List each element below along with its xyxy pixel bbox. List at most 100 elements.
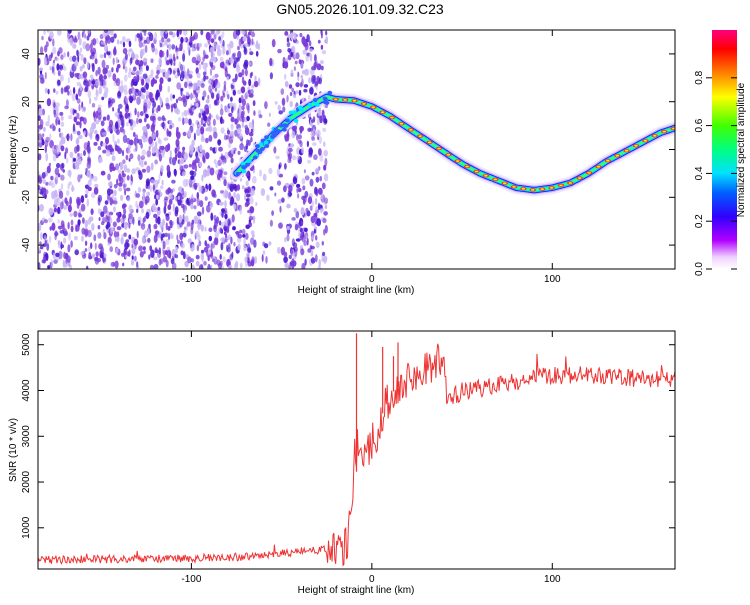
- noise-blob: [145, 77, 151, 84]
- noise-blob: [290, 143, 295, 148]
- noise-blob: [139, 251, 144, 258]
- noise-blob: [162, 233, 165, 238]
- noise-blob: [57, 225, 63, 230]
- colorbar-tick-label: 0.0: [694, 262, 705, 276]
- colorbar-label: Normalized spectral amplitude: [736, 82, 747, 217]
- noise-blob: [314, 254, 318, 263]
- noise-blob: [309, 205, 313, 211]
- noise-blob: [119, 111, 123, 119]
- noise-blob: [239, 143, 244, 151]
- noise-blob: [204, 43, 208, 48]
- noise-blob: [103, 205, 108, 214]
- noise-blob: [78, 158, 82, 165]
- noise-blob: [323, 149, 329, 157]
- noise-blob: [180, 242, 185, 249]
- noise-blob: [195, 230, 200, 237]
- noise-blob: [277, 104, 281, 111]
- noise-blob: [148, 74, 153, 79]
- noise-blob: [154, 141, 158, 149]
- noise-blob: [72, 87, 76, 95]
- noise-blob: [52, 38, 55, 47]
- noise-blob: [60, 201, 64, 210]
- noise-blob: [250, 128, 253, 133]
- noise-blob: [153, 213, 158, 219]
- noise-blob: [131, 50, 134, 58]
- noise-blob: [137, 111, 140, 118]
- noise-blob: [38, 141, 43, 148]
- noise-blob: [143, 117, 147, 123]
- noise-blob: [230, 196, 235, 204]
- noise-blob: [94, 58, 98, 65]
- signal-speckle: [263, 140, 269, 145]
- noise-blob: [227, 94, 230, 100]
- noise-blob: [164, 196, 169, 201]
- noise-blob: [315, 167, 320, 173]
- noise-blob: [173, 168, 177, 176]
- noise-blob: [203, 246, 208, 253]
- noise-blob: [219, 253, 222, 260]
- noise-blob: [199, 144, 203, 153]
- noise-blob: [246, 115, 250, 122]
- noise-blob: [308, 77, 311, 84]
- noise-blob: [79, 120, 82, 129]
- noise-blob: [311, 75, 316, 84]
- noise-blob: [289, 91, 293, 97]
- signal-peak-core: [568, 182, 573, 184]
- noise-blob: [114, 112, 119, 118]
- noise-blob: [51, 222, 56, 231]
- noise-blob: [287, 54, 292, 61]
- noise-blob: [322, 127, 327, 132]
- noise-blob: [277, 48, 282, 54]
- noise-blob: [38, 176, 43, 184]
- noise-blob: [195, 151, 199, 158]
- noise-blob: [42, 179, 47, 185]
- noise-blob: [151, 146, 156, 154]
- noise-blob: [46, 30, 50, 33]
- noise-blob: [47, 265, 51, 269]
- noise-blob: [109, 246, 113, 253]
- noise-blob: [245, 252, 250, 258]
- noise-blob: [250, 71, 254, 77]
- noise-blob: [102, 149, 107, 154]
- noise-blob: [235, 193, 241, 202]
- noise-blob: [89, 97, 92, 105]
- noise-blob: [171, 179, 176, 184]
- signal-speckle: [245, 162, 250, 167]
- noise-blob: [104, 44, 108, 52]
- noise-blob: [86, 61, 90, 69]
- noise-blob: [115, 56, 118, 64]
- noise-blob: [81, 106, 87, 113]
- noise-blob: [144, 45, 148, 53]
- noise-blob: [225, 50, 229, 56]
- noise-blob: [196, 211, 202, 217]
- noise-blob: [231, 106, 234, 114]
- noise-blob: [134, 255, 137, 262]
- noise-blob: [301, 177, 306, 185]
- noise-blob: [224, 106, 228, 112]
- noise-blob: [208, 235, 213, 242]
- noise-blob: [286, 233, 290, 242]
- noise-blob: [68, 181, 72, 186]
- noise-blob: [245, 224, 250, 230]
- signal-peak-core: [474, 170, 479, 173]
- noise-blob: [154, 48, 158, 56]
- signal-peak-core: [615, 154, 620, 157]
- noise-blob: [48, 207, 54, 216]
- noise-blob: [299, 82, 303, 88]
- noise-blob: [220, 221, 226, 228]
- noise-blob: [136, 208, 139, 213]
- noise-blob: [53, 108, 56, 115]
- signal-peak-core: [352, 99, 357, 102]
- noise-blob: [74, 109, 78, 114]
- noise-blob: [60, 54, 64, 60]
- signal-speckle: [278, 123, 284, 128]
- noise-blob: [195, 260, 200, 267]
- noise-blob: [210, 62, 213, 69]
- noise-blob: [44, 71, 47, 80]
- noise-blob: [215, 146, 218, 153]
- noise-blob: [271, 39, 276, 48]
- noise-blob: [109, 189, 114, 195]
- noise-blob: [126, 196, 131, 202]
- noise-blob: [108, 97, 112, 105]
- noise-blob: [182, 179, 188, 187]
